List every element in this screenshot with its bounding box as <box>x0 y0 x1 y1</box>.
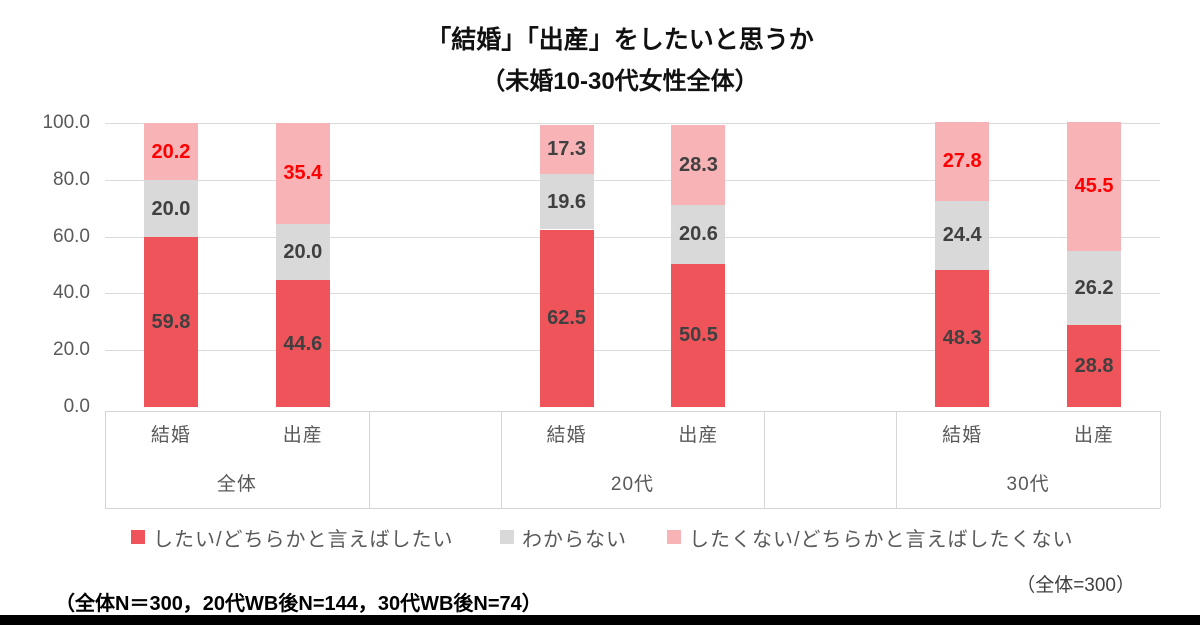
bar-segment <box>1067 121 1122 251</box>
bar-segment <box>275 280 330 407</box>
bar-value-label: 62.5 <box>547 307 587 330</box>
y-axis-tick-label: 60.0 <box>53 225 90 247</box>
y-axis-tick-label: 80.0 <box>53 168 90 190</box>
chart-title: 「結婚」「出産」をしたいと思うか <box>426 26 814 54</box>
bar-value-label: 26.2 <box>1074 277 1114 299</box>
bar-segment <box>539 229 594 407</box>
bar-category-label: 出産 <box>282 425 323 446</box>
bar-value-label: 24.4 <box>942 224 982 247</box>
group-label: 30代 <box>1006 474 1050 495</box>
group-label: 全体 <box>216 474 257 495</box>
bar-value-label: 35.4 <box>283 162 323 185</box>
chart-subtitle: （未婚10-30代女性全体） <box>481 68 759 95</box>
bar-value-label: 45.5 <box>1074 175 1114 198</box>
axis-band-divider <box>1160 411 1161 508</box>
y-gridline <box>105 293 1160 295</box>
bar-category-label: 結婚 <box>546 425 587 446</box>
legend-label-unknown: わからない <box>522 528 627 551</box>
bar-segment <box>671 263 726 407</box>
bar-segment <box>539 124 594 174</box>
bar-value-label: 19.6 <box>547 190 587 213</box>
bar-value-label: 44.6 <box>283 332 323 355</box>
note-sample-breakdown: （全体N＝300，20代WB後N=144，30代WB後N=74） <box>55 593 542 615</box>
bar-segment <box>539 173 594 230</box>
bar-segment <box>671 124 726 206</box>
bar-segment <box>275 123 330 224</box>
note-sample-size: （全体=300） <box>1016 575 1135 596</box>
legend-label-want: したい/どちらかと言えばしたい <box>153 528 454 551</box>
bar-category-label: 出産 <box>678 425 719 446</box>
bar-segment <box>143 237 198 407</box>
bar-category-label: 結婚 <box>942 425 983 446</box>
bar-category-label: 出産 <box>1074 425 1115 446</box>
bar-value-label: 48.3 <box>942 327 982 350</box>
axis-band-divider <box>764 411 766 508</box>
bar-value-label: 28.8 <box>1074 355 1114 378</box>
legend-swatch-want-icon <box>131 530 145 544</box>
y-axis-tick-label: 100.0 <box>42 112 90 133</box>
bottom-black-bar <box>0 615 1200 625</box>
bar-segment <box>275 223 330 281</box>
bar-category-label: 結婚 <box>150 425 191 446</box>
y-gridline <box>105 123 1160 124</box>
axis-band-divider <box>500 411 502 508</box>
bar-segment <box>935 269 990 407</box>
axis-band-border <box>105 411 1160 412</box>
bar-segment <box>143 180 198 238</box>
y-gridline <box>105 179 1160 181</box>
axis-band-divider <box>896 411 898 508</box>
y-axis-tick-label: 20.0 <box>53 339 90 361</box>
bar-value-label: 20.2 <box>151 140 191 163</box>
legend-item-unknown: わからない <box>500 527 627 551</box>
legend-item-not-want: したくない/どちらかと言えばしたくない <box>667 527 1074 551</box>
bar-segment <box>143 123 198 181</box>
bar-value-label: 20.0 <box>151 197 191 220</box>
y-axis-tick-label: 40.0 <box>53 282 90 304</box>
bar-value-label: 20.0 <box>283 240 323 263</box>
bar-segment <box>1067 250 1122 326</box>
axis-band-divider <box>105 411 106 508</box>
bar-value-label: 17.3 <box>547 138 587 161</box>
bar-value-label: 27.8 <box>942 150 982 173</box>
y-gridline <box>105 236 1160 238</box>
bar-value-label: 50.5 <box>678 324 718 347</box>
y-axis-tick-label: 0.0 <box>63 396 90 417</box>
axis-band-border <box>105 508 1160 509</box>
legend-swatch-not-want-icon <box>667 530 681 544</box>
bar-segment <box>935 121 990 201</box>
y-gridline <box>105 350 1160 352</box>
legend-item-want: したい/どちらかと言えばしたい <box>131 527 454 551</box>
bar-segment <box>1067 325 1122 407</box>
group-label: 20代 <box>610 474 655 495</box>
legend-swatch-unknown-icon <box>500 530 514 544</box>
legend-label-not-want: したくない/どちらかと言えばしたくない <box>689 528 1074 551</box>
axis-band-divider <box>368 411 370 508</box>
bar-value-label: 59.8 <box>151 311 191 334</box>
bar-segment <box>935 200 990 270</box>
bar-value-label: 28.3 <box>678 153 718 176</box>
bar-segment <box>671 205 726 264</box>
bar-value-label: 20.6 <box>678 223 718 246</box>
